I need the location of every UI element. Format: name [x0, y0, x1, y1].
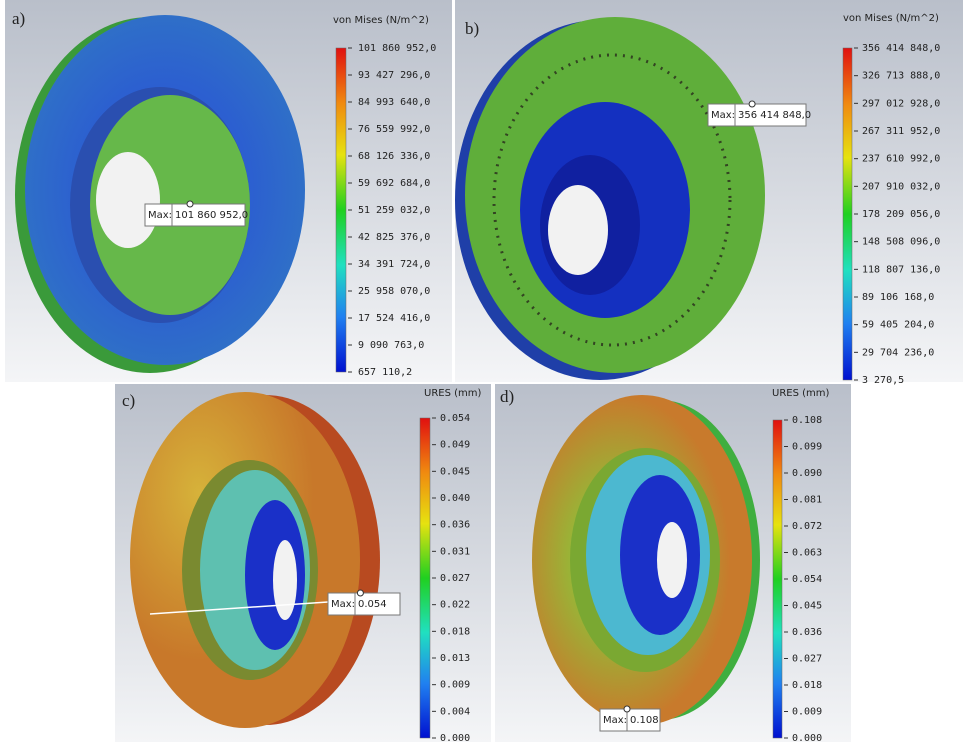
- tick-label: 297 012 928,0: [862, 98, 940, 109]
- max-marker: [624, 706, 630, 712]
- tick-label: 59 405 204,0: [862, 320, 934, 331]
- tick-label: 267 311 952,0: [862, 126, 940, 137]
- tick-label: 0.099: [792, 442, 822, 453]
- max-marker: [187, 201, 193, 207]
- tick-label: 0.013: [440, 653, 470, 664]
- colorbar: [336, 48, 346, 372]
- disc-c: [130, 392, 380, 728]
- colorbar: [420, 418, 430, 738]
- tick-label: 89 106 168,0: [862, 292, 934, 303]
- max-label: Max:: [331, 599, 355, 610]
- tick-label: 0.045: [440, 466, 470, 477]
- tick-label: 17 524 416,0: [358, 313, 430, 324]
- tick-label: 0.049: [440, 440, 470, 451]
- tick-label: 178 209 056,0: [862, 209, 940, 220]
- tick-label: 42 825 376,0: [358, 232, 430, 243]
- tick-label: 0.022: [440, 600, 470, 611]
- tick-label: 51 259 032,0: [358, 205, 430, 216]
- tick-label: 9 090 763,0: [358, 340, 424, 351]
- tick-label: 3 270,5: [862, 375, 904, 386]
- legend-title: von Mises (N/m^2): [843, 13, 939, 24]
- tick-label: 0.031: [440, 546, 470, 557]
- tick-label: 76 559 992,0: [358, 124, 430, 135]
- legend-title: URES (mm): [424, 388, 481, 399]
- tick-label: 93 427 296,0: [358, 70, 430, 81]
- tick-label: 0.036: [792, 627, 822, 638]
- tick-label: 118 807 136,0: [862, 264, 940, 275]
- max-value: 0.054: [358, 599, 387, 610]
- tick-label: 356 414 848,0: [862, 43, 940, 54]
- panel-label: c): [122, 391, 135, 410]
- tick-label: 0.000: [440, 733, 470, 742]
- tick-label: 657 110,2: [358, 367, 412, 378]
- max-value: 101 860 952,0: [175, 210, 248, 221]
- tick-label: 0.004: [440, 706, 470, 717]
- tick-label: 0.009: [792, 707, 822, 718]
- tick-label: 0.045: [792, 601, 822, 612]
- tick-label: 0.040: [440, 493, 470, 504]
- tick-label: 0.054: [440, 413, 470, 424]
- legend-title: URES (mm): [772, 388, 829, 399]
- max-label: Max:: [711, 110, 735, 121]
- tick-label: 0.081: [792, 495, 822, 506]
- colorbar: [773, 420, 782, 738]
- tick-label: 68 126 336,0: [358, 151, 430, 162]
- tick-label: 0.036: [440, 520, 470, 531]
- tick-label: 25 958 070,0: [358, 286, 430, 297]
- tick-label: 0.027: [792, 654, 822, 665]
- tick-label: 0.018: [792, 680, 822, 691]
- tick-label: 237 610 992,0: [862, 154, 940, 165]
- tick-label: 0.108: [792, 415, 822, 426]
- tick-label: 29 704 236,0: [862, 347, 934, 358]
- tick-label: 0.054: [792, 574, 822, 585]
- max-label: Max:: [148, 210, 172, 221]
- figure: a) von Mises (N/m^2) 101 860 952,0 93 427 2…: [0, 0, 963, 742]
- max-marker: [749, 101, 755, 107]
- tick-label: 0.072: [792, 521, 822, 532]
- max-label: Max:: [603, 715, 627, 726]
- panel-label: d): [500, 387, 514, 406]
- panel-label: a): [12, 9, 25, 28]
- tick-label: 0.063: [792, 548, 822, 559]
- tick-label: 101 860 952,0: [358, 43, 436, 54]
- tick-label: 207 910 032,0: [862, 181, 940, 192]
- tick-label: 0.000: [792, 733, 822, 742]
- tick-label: 0.018: [440, 626, 470, 637]
- max-value: 356 414 848,0: [738, 110, 811, 121]
- tick-label: 0.090: [792, 468, 822, 479]
- disc-d: [532, 395, 760, 725]
- colorbar: [843, 48, 852, 380]
- panel-label: b): [465, 19, 479, 38]
- tick-label: 0.027: [440, 573, 470, 584]
- tick-label: 148 508 096,0: [862, 237, 940, 248]
- max-value: 0.108: [630, 715, 659, 726]
- tick-label: 326 713 888,0: [862, 71, 940, 82]
- legend-title: von Mises (N/m^2): [333, 15, 429, 26]
- tick-label: 59 692 684,0: [358, 178, 430, 189]
- max-marker: [357, 590, 363, 596]
- tick-label: 0.009: [440, 680, 470, 691]
- tick-label: 34 391 724,0: [358, 259, 430, 270]
- tick-label: 84 993 640,0: [358, 97, 430, 108]
